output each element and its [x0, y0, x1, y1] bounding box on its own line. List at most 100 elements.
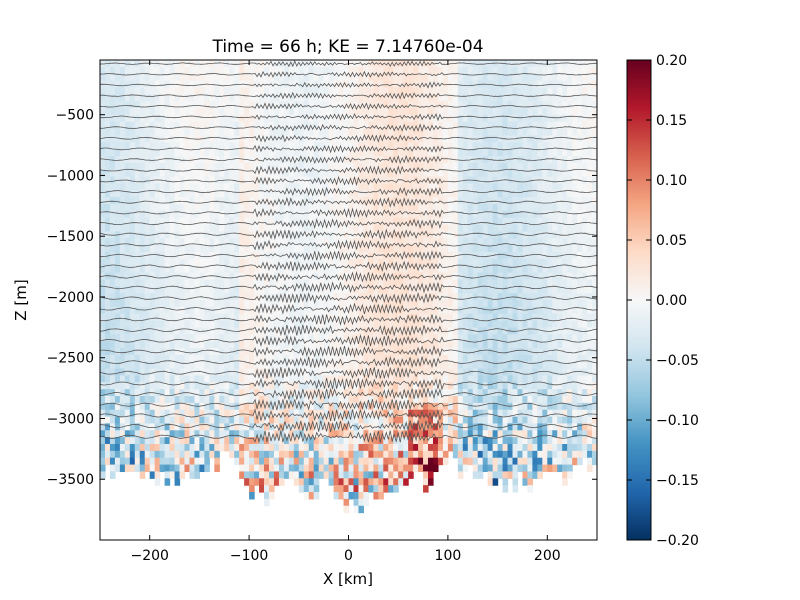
field-cell — [249, 94, 255, 102]
field-cell — [224, 87, 230, 95]
field-cell — [313, 402, 320, 411]
field-cell — [328, 471, 335, 479]
field-cell — [254, 114, 260, 123]
field-cell — [293, 94, 300, 102]
field-cell — [164, 245, 171, 253]
field-cell — [109, 361, 116, 370]
field-cell — [224, 300, 230, 308]
field-cell — [184, 245, 191, 253]
field-cell — [199, 457, 205, 466]
field-cell — [432, 457, 439, 466]
field-cell — [442, 114, 449, 123]
field-cell — [462, 101, 469, 109]
field-cell — [398, 245, 404, 253]
field-cell — [472, 101, 479, 109]
field-cell — [393, 354, 399, 363]
field-cell — [298, 135, 305, 143]
field-cell — [348, 300, 355, 308]
field-cell — [293, 197, 300, 205]
field-cell — [442, 258, 449, 267]
field-cell — [234, 389, 240, 397]
field-cell — [199, 149, 205, 157]
field-cell — [308, 87, 315, 95]
field-cell — [224, 231, 230, 239]
field-cell — [333, 457, 340, 466]
field-cell — [368, 197, 374, 205]
field-cell — [388, 87, 394, 95]
field-cell — [224, 258, 230, 267]
field-cell — [254, 437, 260, 445]
field-cell — [328, 293, 335, 301]
field-cell — [293, 375, 300, 383]
field-cell — [388, 354, 394, 363]
field-cell — [393, 183, 399, 191]
field-cell — [408, 176, 414, 185]
field-cell — [432, 396, 439, 404]
field-cell — [383, 423, 389, 431]
field-cell — [184, 238, 191, 246]
field-cell — [209, 183, 215, 191]
field-cell — [268, 162, 275, 171]
field-cell — [293, 306, 300, 315]
field-cell — [487, 169, 494, 178]
field-cell — [308, 368, 315, 377]
field-cell — [388, 320, 394, 329]
field-cell — [144, 183, 151, 191]
field-cell — [174, 204, 181, 212]
field-cell — [477, 279, 484, 287]
field-cell — [144, 313, 151, 322]
field-cell — [154, 231, 161, 239]
field-cell — [398, 354, 404, 363]
field-cell — [179, 108, 186, 116]
field-cell — [144, 149, 151, 157]
field-cell — [432, 327, 439, 335]
field-cell — [437, 169, 444, 178]
field-cell — [423, 197, 429, 205]
field-cell — [303, 341, 310, 349]
field-cell — [467, 190, 474, 198]
field-cell — [114, 80, 121, 89]
field-cell — [477, 94, 484, 102]
field-cell — [209, 169, 215, 178]
field-cell — [353, 341, 360, 349]
field-cell — [452, 217, 459, 226]
field-cell — [139, 73, 146, 82]
field-cell — [149, 396, 156, 404]
field-cell — [472, 396, 479, 404]
field-cell — [303, 204, 310, 212]
field-cell — [442, 66, 449, 75]
field-cell — [234, 258, 240, 267]
field-cell — [154, 204, 161, 212]
field-cell — [134, 444, 141, 452]
field-cell — [467, 409, 474, 418]
field-cell — [144, 368, 151, 377]
field-cell — [308, 73, 315, 82]
field-cell — [119, 162, 126, 171]
field-cell — [283, 279, 290, 287]
field-cell — [298, 190, 305, 198]
field-cell — [368, 245, 374, 253]
field-cell — [323, 409, 330, 418]
field-cell — [378, 87, 384, 95]
field-cell — [149, 293, 156, 301]
field-cell — [452, 348, 459, 356]
field-cell — [134, 210, 141, 219]
field-cell — [477, 197, 484, 205]
field-cell — [467, 149, 474, 157]
field-cell — [492, 258, 499, 267]
field-cell — [164, 169, 171, 178]
field-cell — [413, 252, 419, 260]
field-cell — [179, 471, 186, 479]
field-cell — [244, 265, 250, 274]
field-cell — [353, 279, 360, 287]
field-cell — [259, 444, 265, 452]
field-cell — [100, 375, 106, 383]
field-cell — [363, 279, 369, 287]
field-cell — [472, 108, 479, 116]
field-cell — [164, 108, 171, 116]
field-cell — [373, 327, 379, 335]
field-cell — [413, 430, 419, 438]
field-cell — [467, 94, 474, 102]
field-cell — [254, 217, 260, 226]
field-cell — [239, 471, 245, 479]
